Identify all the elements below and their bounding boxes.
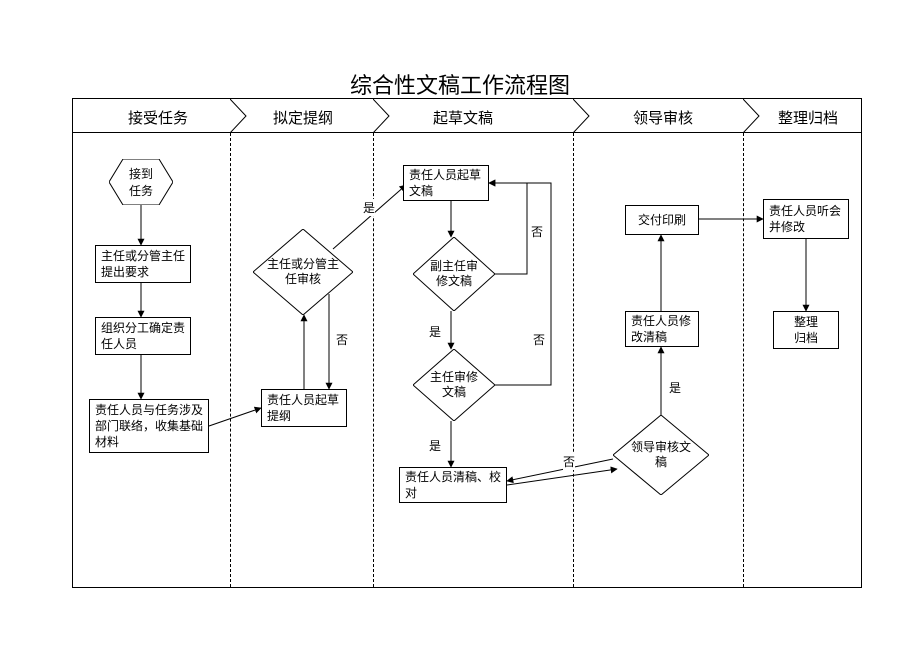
node-organize: 组织分工确定责任人员 <box>95 317 191 355</box>
node-archive: 整理归档 <box>773 311 839 349</box>
edge-e11 <box>489 183 551 385</box>
lane-label-4: 领导审核 <box>633 107 693 128</box>
node-proofread-label: 责任人员清稿、校对 <box>405 469 501 501</box>
node-director-review-label: 主任审修文稿 <box>413 349 495 421</box>
lane-divider-1 <box>230 133 231 587</box>
edge-label-e10: 是 <box>429 323 441 340</box>
node-review-outline-label: 主任或分管主任审核 <box>253 229 353 315</box>
node-hearing: 责任人员听会并修改 <box>763 199 849 239</box>
lane-label-3: 起草文稿 <box>433 107 493 128</box>
node-leader-review: 领导审核文稿 <box>613 415 709 495</box>
node-outline-label: 责任人员起草提纲 <box>267 392 341 424</box>
lane-label-5: 整理归档 <box>778 107 838 128</box>
node-collect: 责任人员与任务涉及部门联络，收集基础材料 <box>89 399 209 453</box>
edge-e4 <box>209 408 261 426</box>
edge-label-e12: 是 <box>429 437 441 454</box>
node-start-hexagon: 接到任务 <box>109 159 173 205</box>
node-proofread: 责任人员清稿、校对 <box>399 467 507 503</box>
lane-chevron-1 <box>230 99 250 133</box>
node-start-label: 接到任务 <box>109 159 173 205</box>
lane-label-2: 拟定提纲 <box>273 107 333 128</box>
node-director-review: 主任审修文稿 <box>413 349 495 421</box>
edge-label-e14: 否 <box>563 453 575 470</box>
edge-label-e15: 是 <box>669 379 681 396</box>
node-deputy-review-label: 副主任审修文稿 <box>413 237 495 311</box>
swimlane-frame: 接受任务 拟定提纲 起草文稿 领导审核 整理归档 接到任务 主任或分管主任提出要… <box>72 98 862 588</box>
lane-chevron-2 <box>373 99 393 133</box>
node-draft-label: 责任人员起草文稿 <box>409 167 483 199</box>
node-outline: 责任人员起草提纲 <box>261 389 347 427</box>
edge-label-e9: 否 <box>531 223 543 240</box>
diagram-title: 综合性文稿工作流程图 <box>0 68 920 100</box>
edge-label-e6: 否 <box>336 331 348 348</box>
edge-e14 <box>507 459 613 481</box>
node-draft: 责任人员起草文稿 <box>403 165 489 201</box>
edge-label-e7: 是 <box>363 199 375 216</box>
edge-label-e11: 否 <box>533 331 545 348</box>
node-review-outline: 主任或分管主任审核 <box>253 229 353 315</box>
node-requirements-label: 主任或分管主任提出要求 <box>101 248 185 280</box>
edge-e13 <box>507 469 617 485</box>
lane-label-1: 接受任务 <box>128 107 188 128</box>
node-print-label: 交付印刷 <box>638 212 686 228</box>
node-print: 交付印刷 <box>625 205 699 235</box>
node-revise-clean: 责任人员修改清稿 <box>625 311 699 347</box>
node-revise-clean-label: 责任人员修改清稿 <box>631 313 693 345</box>
lane-header-row: 接受任务 拟定提纲 起草文稿 领导审核 整理归档 <box>73 99 861 133</box>
lane-divider-4 <box>743 133 744 587</box>
node-archive-label: 整理归档 <box>794 314 818 346</box>
node-deputy-review: 副主任审修文稿 <box>413 237 495 311</box>
node-hearing-label: 责任人员听会并修改 <box>769 203 843 235</box>
lane-chevron-3 <box>573 99 593 133</box>
node-leader-review-label: 领导审核文稿 <box>613 415 709 495</box>
node-collect-label: 责任人员与任务涉及部门联络，收集基础材料 <box>95 402 203 451</box>
node-organize-label: 组织分工确定责任人员 <box>101 320 185 352</box>
lane-divider-3 <box>573 133 574 587</box>
lane-chevron-4 <box>743 99 763 133</box>
node-requirements: 主任或分管主任提出要求 <box>95 245 191 283</box>
